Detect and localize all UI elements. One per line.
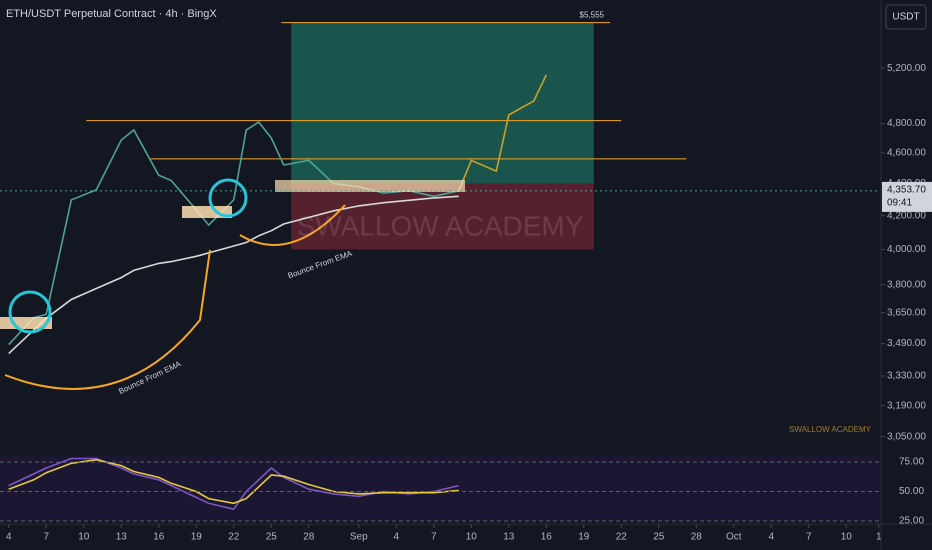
x-tick-label: 10 [466, 532, 478, 543]
arrow [4, 249, 211, 390]
x-tick-label: Oct [726, 532, 742, 543]
countdown: 09:41 [887, 198, 912, 209]
currency: USDT [892, 12, 919, 23]
y-tick-label: 50.00 [899, 486, 924, 497]
currency-box [885, 4, 927, 30]
y-tick-label: 4,800.00 [887, 118, 926, 129]
zones [86, 22, 687, 250]
x-tick-label: 19 [578, 532, 590, 543]
y-tick-label: 4,200.00 [887, 210, 926, 221]
x-tick-label: 25 [653, 532, 665, 543]
y-tick-label: 3,800.00 [887, 279, 926, 290]
rsi-pane [0, 455, 880, 521]
y-tick-label: 3,490.00 [887, 338, 926, 349]
x-tick-label: 22 [228, 532, 240, 543]
series-line [8, 457, 459, 511]
circle-marker [208, 178, 248, 218]
y-tick-label: 3,650.00 [887, 307, 926, 318]
x-tick-label: 22 [616, 532, 628, 543]
chart-title: ETH/USDT Perpetual Contract · 4h · BingX [6, 8, 217, 20]
x-tick-label: 25 [266, 532, 278, 543]
last-price-label: 4,353.70 [887, 185, 926, 196]
signature: SWALLOW ACADEMY [789, 425, 872, 434]
x-tick-label: 10 [841, 532, 853, 543]
series-line [8, 195, 459, 355]
y-tick-label: 75.00 [899, 457, 924, 468]
y-tick-label: 3,050.00 [887, 431, 926, 442]
y-tick-label: 3,190.00 [887, 400, 926, 411]
x-tick-label: 28 [303, 532, 315, 543]
x-tick-label: 28 [691, 532, 703, 543]
y-tick-label: 4,600.00 [887, 148, 926, 159]
x-tick-label: 4 [768, 532, 774, 543]
arrow [239, 204, 346, 246]
x-tick-label: 1 [876, 532, 882, 543]
x-tick-label: Sep [350, 532, 368, 543]
x-tick-label: 4 [393, 532, 399, 543]
x-tick-label: 4 [6, 532, 12, 543]
zone [291, 22, 594, 184]
level-label: $5,555 [580, 11, 605, 20]
x-tick-label: 19 [191, 532, 203, 543]
y-tick-label: 25.00 [899, 516, 924, 527]
y-tick-label: 5,200.00 [887, 63, 926, 74]
x-tick-label: 16 [153, 532, 165, 543]
last-price-box [882, 181, 932, 212]
y-tick-label: 3,330.00 [887, 371, 926, 382]
x-tick-label: 13 [503, 532, 515, 543]
highlight [275, 180, 465, 192]
x-tick-label: 10 [78, 532, 90, 543]
y-tick-label: 4,000.00 [887, 244, 926, 255]
x-tick-label: 16 [541, 532, 553, 543]
x-tick-label: 7 [431, 532, 437, 543]
series-line [458, 74, 548, 192]
x-tick-label: 7 [806, 532, 812, 543]
x-tick-label: 13 [116, 532, 128, 543]
series-line [8, 458, 459, 505]
circle-marker [8, 290, 52, 334]
x-tick-label: 7 [43, 532, 49, 543]
watermark: SWALLOW ACADEMY [297, 210, 584, 241]
decorations [0, 178, 465, 390]
